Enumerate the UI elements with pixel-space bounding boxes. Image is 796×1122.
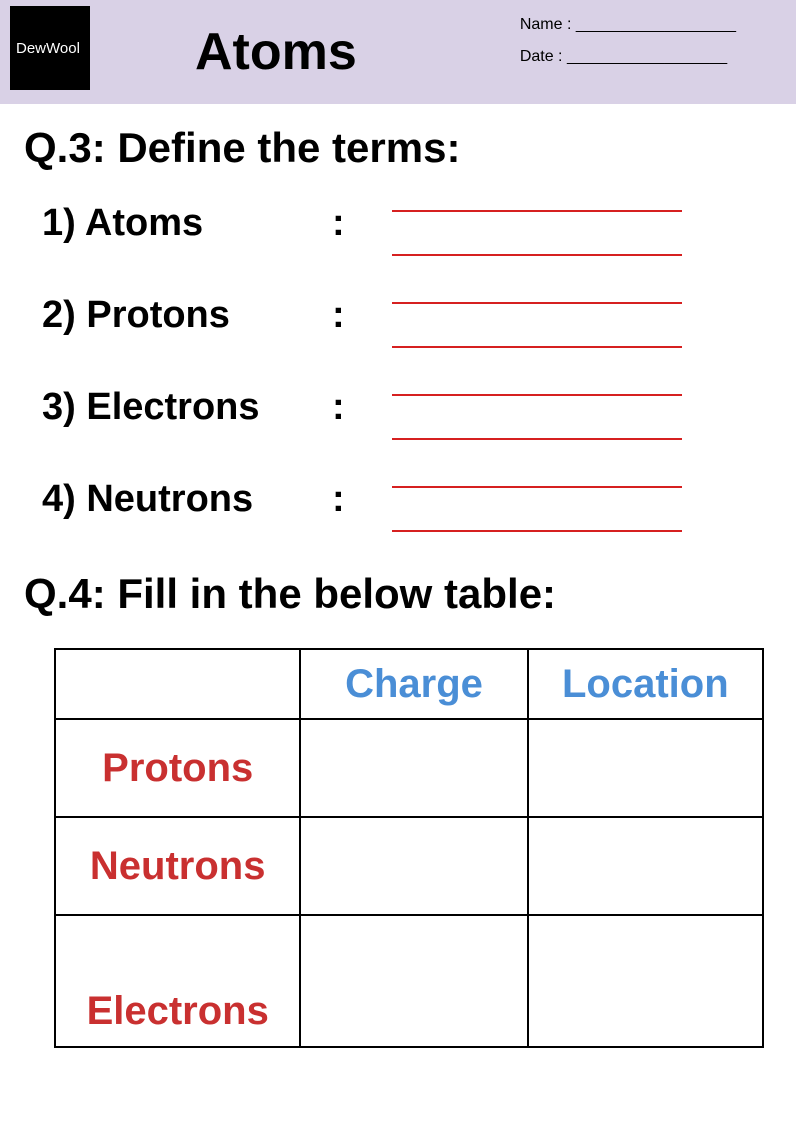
answer-lines — [372, 386, 772, 440]
answer-line — [392, 210, 682, 212]
cell-empty — [300, 817, 527, 915]
term-row: 2) Protons : — [24, 294, 772, 348]
table-row: Protons — [55, 719, 763, 817]
term-colon: : — [332, 294, 372, 337]
q3-heading: Q.3: Define the terms: — [24, 124, 772, 172]
term-colon: : — [332, 386, 372, 429]
table-header-empty — [55, 649, 300, 719]
date-field: Date : __________________ — [520, 48, 736, 66]
answer-lines — [372, 478, 772, 532]
row-label-protons: Protons — [55, 719, 300, 817]
table-header-charge: Charge — [300, 649, 527, 719]
table-header-row: Charge Location — [55, 649, 763, 719]
answer-lines — [372, 202, 772, 256]
answer-line — [392, 486, 682, 488]
logo: DewWool — [10, 6, 90, 90]
cell-empty — [300, 719, 527, 817]
term-row: 4) Neutrons : — [24, 478, 772, 532]
cell-empty — [528, 915, 763, 1047]
term-label: 4) Neutrons — [42, 478, 332, 521]
answer-line — [392, 302, 682, 304]
cell-empty — [528, 719, 763, 817]
q4-heading: Q.4: Fill in the below table: — [24, 570, 772, 618]
cell-empty — [528, 817, 763, 915]
term-colon: : — [332, 478, 372, 521]
answer-lines — [372, 294, 772, 348]
term-label: 1) Atoms — [42, 202, 332, 245]
logo-text: DewWool — [16, 40, 80, 57]
table-row: Electrons — [55, 915, 763, 1047]
term-label: 2) Protons — [42, 294, 332, 337]
answer-line — [392, 438, 682, 440]
term-label: 3) Electrons — [42, 386, 332, 429]
page-title: Atoms — [195, 22, 357, 82]
row-label-neutrons: Neutrons — [55, 817, 300, 915]
fill-table: Charge Location Protons Neutrons Electro… — [54, 648, 764, 1048]
term-colon: : — [332, 202, 372, 245]
term-row: 3) Electrons : — [24, 386, 772, 440]
table-row: Neutrons — [55, 817, 763, 915]
row-label-electrons: Electrons — [55, 915, 300, 1047]
answer-line — [392, 530, 682, 532]
answer-line — [392, 346, 682, 348]
cell-empty — [300, 915, 527, 1047]
name-field: Name : __________________ — [520, 16, 736, 34]
term-row: 1) Atoms : — [24, 202, 772, 256]
meta-block: Name : __________________ Date : _______… — [520, 16, 736, 80]
table-header-location: Location — [528, 649, 763, 719]
content: Q.3: Define the terms: 1) Atoms : 2) Pro… — [0, 104, 796, 1048]
answer-line — [392, 254, 682, 256]
answer-line — [392, 394, 682, 396]
header: DewWool Atoms Name : __________________ … — [0, 0, 796, 104]
